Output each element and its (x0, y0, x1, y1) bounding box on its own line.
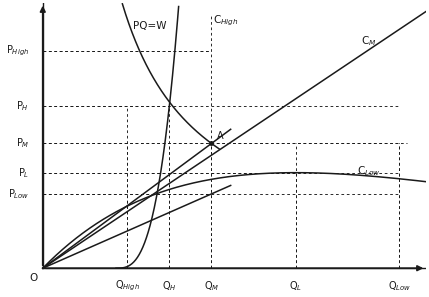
Text: A: A (217, 131, 224, 141)
Text: P$_L$: P$_L$ (18, 166, 29, 180)
Text: C$_{Low}$: C$_{Low}$ (357, 164, 381, 178)
Text: Q$_{Low}$: Q$_{Low}$ (388, 279, 411, 293)
Text: Q$_M$: Q$_M$ (204, 279, 219, 293)
Text: P$_H$: P$_H$ (16, 99, 29, 113)
Text: O: O (29, 273, 37, 282)
Text: C$_{High}$: C$_{High}$ (213, 13, 239, 28)
Text: Q$_{High}$: Q$_{High}$ (115, 279, 139, 293)
Text: Q$_L$: Q$_L$ (289, 279, 302, 293)
Text: PQ=W: PQ=W (133, 21, 167, 31)
Text: C$_M$: C$_M$ (361, 35, 377, 48)
Text: P$_M$: P$_M$ (16, 137, 29, 150)
Text: P$_{Low}$: P$_{Low}$ (8, 187, 29, 201)
Text: Q$_H$: Q$_H$ (162, 279, 177, 293)
Text: P$_{High}$: P$_{High}$ (6, 43, 29, 58)
